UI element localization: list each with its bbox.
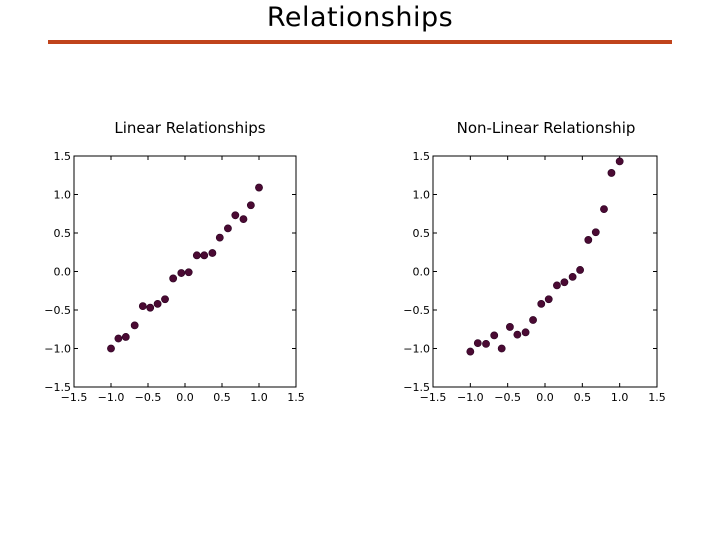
chart-title-nonlinear: Non-Linear Relationship [456, 119, 636, 137]
data-point-nonlinear [473, 339, 482, 348]
data-point-nonlinear [506, 323, 514, 331]
data-point-linear [200, 251, 209, 260]
y-tick-label-nonlinear: −1.0 [403, 343, 430, 356]
data-point-nonlinear [560, 278, 569, 287]
y-tick-label-linear: 1.5 [54, 150, 72, 163]
data-point-linear [114, 334, 123, 343]
x-tick-label-linear: −1.5 [61, 391, 88, 404]
data-point-nonlinear [490, 331, 499, 340]
x-tick-label-nonlinear: 1.0 [611, 391, 629, 404]
y-tick-label-linear: 1.0 [54, 189, 72, 202]
data-point-nonlinear [553, 281, 561, 290]
x-tick-label-linear: 0.5 [213, 391, 231, 404]
data-point-nonlinear [513, 330, 522, 339]
data-point-linear [184, 268, 193, 277]
data-point-nonlinear [591, 228, 600, 237]
data-point-linear [177, 269, 186, 277]
data-point-linear [153, 299, 162, 308]
data-point-linear [255, 183, 263, 192]
data-point-linear [215, 233, 224, 242]
data-point-linear [231, 211, 240, 220]
data-point-nonlinear [521, 328, 530, 337]
y-tick-label-linear: −1.0 [44, 343, 71, 356]
slide-title: Relationships [266, 2, 454, 33]
x-tick-label-linear: 0.0 [176, 391, 194, 404]
data-point-linear [146, 303, 155, 312]
y-tick-label-linear: 0.0 [54, 266, 72, 279]
data-point-nonlinear [497, 344, 506, 353]
y-tick-label-nonlinear: 1.5 [413, 150, 431, 163]
data-point-linear [130, 321, 139, 330]
x-tick-label-linear: −1.0 [98, 391, 125, 404]
data-point-linear [246, 201, 255, 210]
chart-title-linear: Linear Relationships [114, 119, 266, 137]
data-point-nonlinear [482, 339, 490, 348]
data-point-linear [169, 274, 178, 283]
data-point-nonlinear [576, 266, 584, 274]
x-tick-label-linear: 1.5 [287, 391, 305, 404]
y-tick-label-nonlinear: −0.5 [403, 304, 430, 317]
data-point-linear [107, 344, 115, 353]
data-point-nonlinear [584, 236, 593, 244]
title-rule [48, 40, 672, 44]
data-point-nonlinear [529, 316, 537, 324]
x-tick-label-nonlinear: 0.0 [536, 391, 554, 404]
data-point-linear [121, 333, 130, 341]
y-tick-label-nonlinear: 0.0 [413, 266, 431, 279]
data-point-nonlinear [544, 295, 553, 304]
data-point-linear [192, 251, 201, 260]
data-point-nonlinear [615, 157, 624, 166]
y-tick-label-nonlinear: −1.5 [403, 381, 430, 394]
data-point-nonlinear [537, 299, 546, 308]
x-tick-label-nonlinear: 0.5 [574, 391, 592, 404]
data-point-nonlinear [568, 272, 577, 281]
x-tick-label-linear: 1.0 [250, 391, 268, 404]
y-tick-label-linear: 0.5 [54, 227, 72, 240]
x-tick-label-nonlinear: −0.5 [494, 391, 521, 404]
data-point-linear [239, 215, 248, 224]
y-tick-label-linear: −1.5 [44, 381, 71, 394]
x-tick-label-nonlinear: −1.0 [457, 391, 484, 404]
data-point-nonlinear [600, 205, 608, 214]
y-tick-label-nonlinear: 1.0 [413, 189, 431, 202]
x-tick-label-nonlinear: −1.5 [420, 391, 447, 404]
data-point-linear [138, 302, 147, 311]
x-tick-label-linear: −0.5 [135, 391, 162, 404]
data-point-linear [161, 295, 169, 304]
data-point-linear [224, 224, 232, 233]
y-tick-label-linear: −0.5 [44, 304, 71, 317]
y-tick-label-nonlinear: 0.5 [413, 227, 431, 240]
data-point-nonlinear [466, 347, 475, 356]
data-point-nonlinear [607, 169, 616, 177]
x-tick-label-nonlinear: 1.5 [648, 391, 666, 404]
data-point-linear [208, 249, 217, 257]
